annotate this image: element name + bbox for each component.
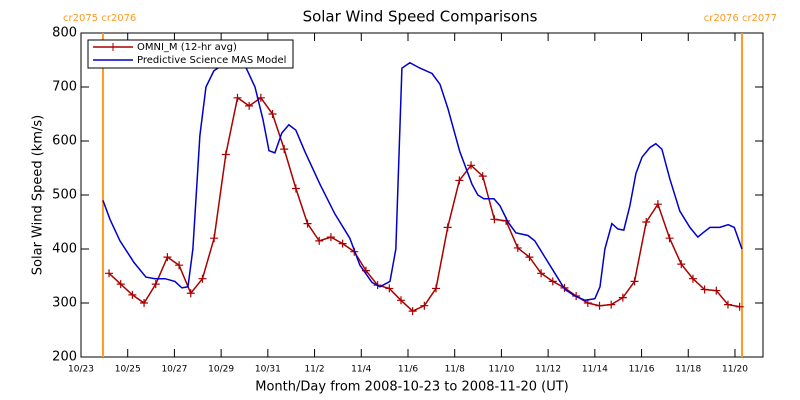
marker bbox=[338, 239, 347, 248]
carrington-label: cr2075 cr2076 bbox=[63, 13, 136, 24]
marker bbox=[315, 236, 324, 245]
marker bbox=[116, 280, 125, 289]
marker bbox=[408, 307, 417, 316]
x-axis-label: Month/Day from 2008-10-23 to 2008-11-20 … bbox=[255, 380, 568, 395]
marker bbox=[420, 301, 429, 310]
marker bbox=[198, 274, 207, 283]
marker bbox=[245, 101, 254, 110]
marker bbox=[221, 150, 230, 159]
marker bbox=[326, 233, 335, 242]
legend-label: OMNI_M (12-hr avg) bbox=[137, 42, 237, 53]
marker bbox=[735, 302, 744, 311]
marker bbox=[385, 284, 394, 293]
y-tick-label: 700 bbox=[52, 80, 77, 95]
marker bbox=[175, 261, 184, 270]
x-tick-label: 11/20 bbox=[722, 365, 748, 375]
marker bbox=[618, 293, 627, 302]
marker bbox=[233, 93, 242, 102]
marker bbox=[607, 300, 616, 309]
marker bbox=[677, 260, 686, 269]
marker bbox=[467, 161, 476, 170]
x-tick-label: 11/18 bbox=[675, 365, 701, 375]
x-tick-label: 11/6 bbox=[398, 365, 418, 375]
marker bbox=[630, 277, 639, 286]
marker bbox=[548, 277, 557, 286]
y-tick-label: 300 bbox=[52, 296, 77, 311]
marker bbox=[396, 296, 405, 305]
series-line bbox=[102, 61, 743, 302]
y-tick-label: 200 bbox=[52, 350, 77, 365]
x-tick-label: 10/23 bbox=[68, 365, 94, 375]
marker bbox=[688, 274, 697, 283]
y-tick-label: 600 bbox=[52, 134, 77, 149]
x-tick-label: 11/8 bbox=[445, 365, 465, 375]
marker bbox=[128, 290, 137, 299]
marker bbox=[712, 286, 721, 295]
marker bbox=[537, 269, 546, 278]
marker bbox=[210, 234, 219, 243]
y-axis-label: Solar Wind Speed (km/s) bbox=[31, 115, 46, 275]
x-tick-label: 11/10 bbox=[488, 365, 514, 375]
y-tick-label: 400 bbox=[52, 242, 77, 257]
x-tick-label: 11/2 bbox=[304, 365, 324, 375]
chart-title: Solar Wind Speed Comparisons bbox=[303, 8, 538, 26]
marker bbox=[443, 223, 452, 232]
x-tick-label: 11/4 bbox=[351, 365, 371, 375]
marker bbox=[268, 110, 277, 118]
x-tick-label: 10/29 bbox=[208, 365, 234, 375]
marker bbox=[291, 184, 300, 193]
marker bbox=[186, 289, 195, 298]
x-tick-label: 11/14 bbox=[582, 365, 608, 375]
marker bbox=[723, 300, 732, 309]
y-tick-label: 500 bbox=[52, 188, 77, 203]
marker bbox=[665, 234, 674, 243]
marker bbox=[653, 200, 662, 209]
marker bbox=[478, 172, 487, 181]
legend-marker bbox=[109, 43, 117, 51]
x-tick-label: 11/16 bbox=[629, 365, 655, 375]
x-tick-label: 10/31 bbox=[255, 365, 281, 375]
legend-box bbox=[87, 39, 294, 69]
marker bbox=[513, 243, 522, 252]
marker bbox=[163, 253, 172, 262]
marker bbox=[455, 176, 464, 185]
marker bbox=[490, 215, 499, 224]
marker bbox=[151, 280, 160, 289]
y-tick-label: 800 bbox=[52, 26, 77, 41]
legend-label: Predictive Science MAS Model bbox=[137, 55, 286, 66]
marker bbox=[595, 301, 604, 310]
marker bbox=[105, 269, 114, 278]
marker bbox=[140, 299, 149, 307]
marker bbox=[525, 253, 534, 262]
x-tick-label: 11/12 bbox=[535, 365, 561, 375]
marker bbox=[432, 284, 441, 293]
marker bbox=[642, 218, 651, 226]
marker bbox=[280, 145, 289, 154]
x-tick-label: 10/25 bbox=[115, 365, 141, 375]
x-tick-label: 10/27 bbox=[161, 365, 187, 375]
marker bbox=[700, 285, 709, 294]
carrington-label: cr2076 cr2077 bbox=[704, 13, 777, 24]
marker bbox=[303, 219, 312, 228]
